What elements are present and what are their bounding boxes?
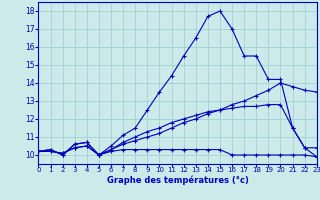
X-axis label: Graphe des températures (°c): Graphe des températures (°c) bbox=[107, 176, 249, 185]
